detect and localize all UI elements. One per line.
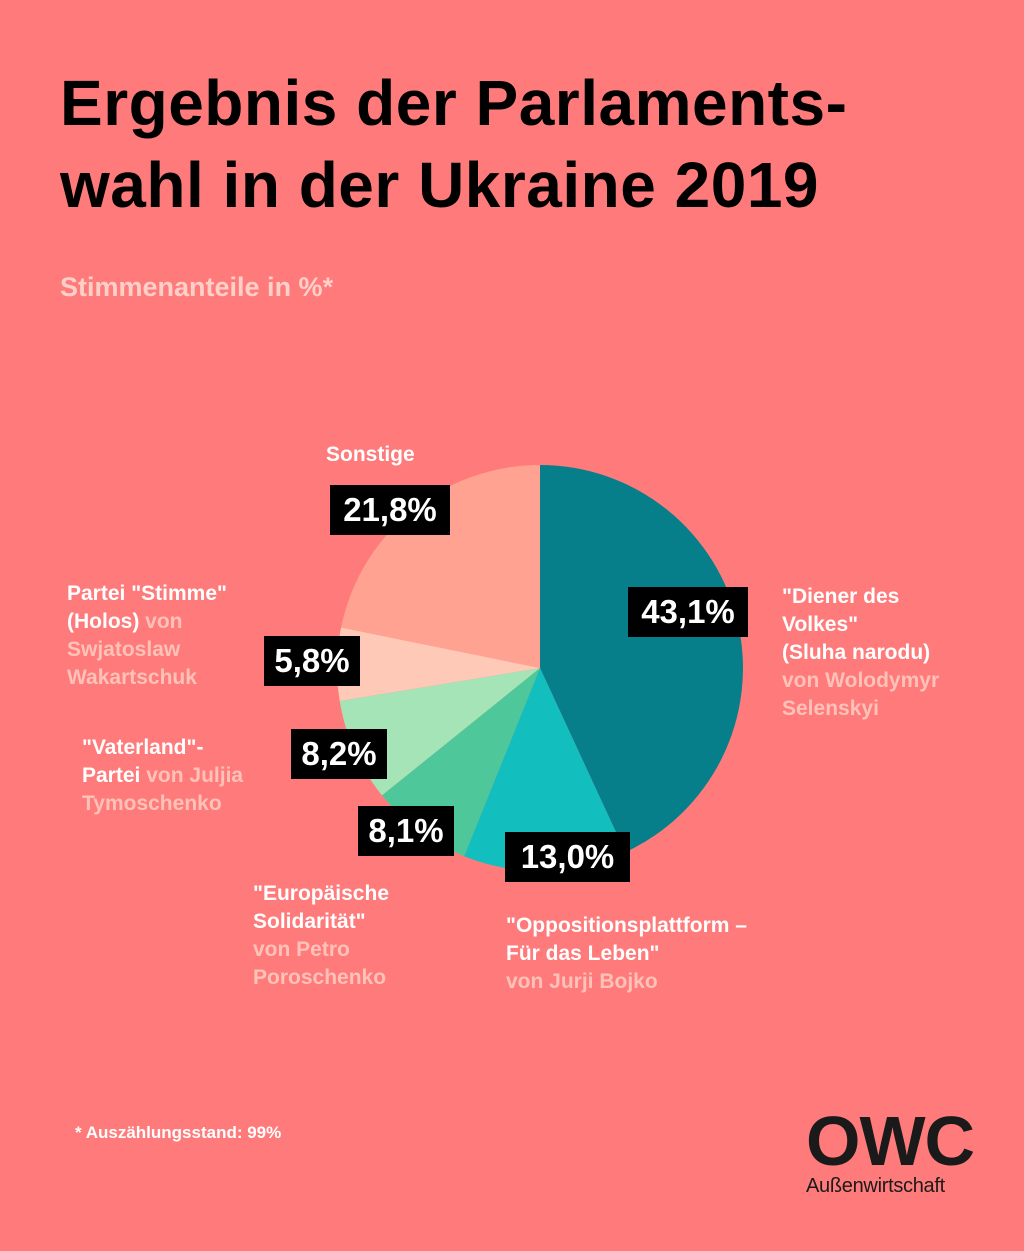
party-name: Sonstige	[326, 443, 415, 466]
pie-slice-sonstige	[341, 465, 540, 668]
logo-mark: OWC	[806, 1102, 975, 1180]
title-line-2: wahl in der Ukraine 2019	[60, 149, 819, 221]
page-title: Ergebnis der Parlaments- wahl in der Ukr…	[60, 62, 1000, 226]
slice-label-sonstige: Sonstige	[326, 441, 415, 469]
slice-label-vaterland: "Vaterland"- Partei von Juljia Tymoschenko	[82, 734, 243, 818]
value-label-holos: 5,8%	[264, 636, 360, 686]
party-lead: von Jurji Bojko	[506, 970, 658, 993]
pie-slice-oppositionsplattform	[464, 668, 626, 871]
title-line-1: Ergebnis der Parlaments-	[60, 67, 848, 139]
slice-label-europaeische-solidaritaet: "Europäische Solidarität" von Petro Porosc…	[253, 880, 389, 992]
party-lead: von Wolodymyr Selenskyi	[782, 669, 940, 720]
owc-logo: OWC Außenwirtschaft	[806, 1102, 975, 1198]
party-lead: von Juljia Tymoschenko	[82, 764, 244, 815]
value-label-sluha-narodu: 43,1%	[628, 587, 748, 637]
party-lead: von Petro Poroschenko	[253, 938, 387, 989]
slice-label-sluha-narodu: "Diener des Volkes" (Sluha narodu) von Wol…	[782, 583, 939, 723]
value-label-europaeische-solidaritaet: 8,1%	[358, 806, 454, 856]
party-name: "Vaterland"- Partei	[82, 736, 204, 787]
party-name: Partei "Stimme" (Holos)	[67, 582, 227, 633]
party-name: "Diener des Volkes" (Sluha narodu)	[782, 585, 931, 664]
value-label-vaterland: 8,2%	[291, 729, 387, 779]
chart-subtitle: Stimmenanteile in %*	[60, 272, 334, 302]
value-label-sonstige: 21,8%	[330, 485, 450, 535]
party-name: "Oppositionsplattform – Für das Leben"	[506, 914, 747, 965]
slice-label-oppositionsplattform: "Oppositionsplattform – Für das Leben" vo…	[506, 912, 747, 996]
slice-label-holos: Partei "Stimme" (Holos) von Swjatoslaw Waka…	[67, 580, 227, 692]
footnote: * Auszählungsstand: 99%	[75, 1123, 282, 1142]
pie-slice-sluha-narodu	[540, 465, 744, 853]
pie-slice-vaterland	[339, 668, 540, 796]
pie-slice-holos	[336, 627, 540, 702]
value-label-oppositionsplattform: 13,0%	[505, 832, 630, 882]
party-name: "Europäische Solidarität"	[253, 882, 389, 933]
logo-subtitle: Außenwirtschaft	[806, 1175, 945, 1197]
party-lead: von Swjatoslaw Wakartschuk	[67, 610, 197, 689]
